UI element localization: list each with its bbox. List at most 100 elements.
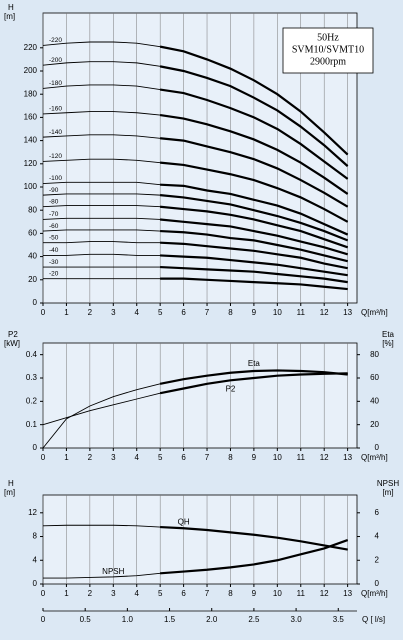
x-tick-label: 0: [41, 453, 46, 462]
y-axis-label: P2: [8, 330, 18, 339]
x-tick-label: 8: [228, 308, 233, 317]
x2-tick-label: 1.0: [122, 615, 134, 624]
series-label: -100: [49, 175, 62, 182]
curve-bold: [160, 205, 348, 249]
x2-tick-label: 0: [41, 615, 46, 624]
y-tick-label: 8: [33, 532, 38, 541]
x-axis-label: Q[m³/h]: [361, 589, 388, 598]
x-tick-label: 2: [88, 453, 93, 462]
x-tick-label: 7: [205, 589, 210, 598]
y-tick-label: 200: [24, 66, 38, 75]
y-tick-label: 140: [24, 136, 38, 145]
annotation: 50Hz: [317, 32, 339, 43]
y-tick-label: 60: [28, 229, 37, 238]
x2-tick-label: 2.0: [206, 615, 218, 624]
y2-tick-label: 60: [370, 373, 379, 382]
y2-tick-label: 0: [375, 443, 380, 452]
x-tick-label: 0: [41, 308, 46, 317]
x-tick-label: 3: [111, 453, 116, 462]
y2-tick-label: 0: [375, 579, 380, 588]
curve-bold: [160, 137, 349, 208]
x-tick-label: 5: [158, 453, 163, 462]
x2-tick-label: 2.5: [248, 615, 260, 624]
y-tick-label: 40: [28, 252, 37, 261]
annotation: SVM10/SVMT10: [292, 44, 364, 55]
y-tick-label: 0.3: [26, 373, 38, 382]
y-axis-label: [m]: [4, 12, 15, 21]
x-tick-label: 10: [273, 453, 282, 462]
y-axis-label: [m]: [4, 488, 15, 497]
y-axis-label: [kW]: [4, 339, 20, 348]
annotation: 2900rpm: [310, 56, 346, 67]
x-tick-label: 10: [273, 308, 282, 317]
y-tick-label: 0.1: [26, 420, 38, 429]
curve-bold: [159, 45, 349, 156]
x-axis-label: Q[m³/h]: [361, 308, 388, 317]
x-tick-label: 1: [64, 308, 69, 317]
x-tick-label: 9: [252, 308, 257, 317]
plot-area: [42, 494, 358, 585]
curve-bold: [160, 218, 348, 256]
x-tick-label: 12: [320, 453, 329, 462]
x-tick-label: 1: [64, 453, 69, 462]
y2-tick-label: 2: [375, 555, 380, 564]
series-label: -30: [49, 259, 59, 266]
y2-axis-label: [%]: [382, 339, 394, 348]
x-tick-label: 11: [297, 453, 306, 462]
x-axis-label: Q[m³/h]: [361, 453, 388, 462]
y-tick-label: 100: [24, 182, 38, 191]
x-tick-label: 13: [343, 453, 352, 462]
x2-axis-label: Q [ l/s]: [362, 615, 385, 624]
x-tick-label: 6: [181, 308, 186, 317]
curve-bold: [160, 194, 349, 242]
y-tick-label: 0: [33, 579, 38, 588]
series-label: -80: [49, 198, 59, 205]
y-tick-label: 180: [24, 89, 38, 98]
x-tick-label: 9: [252, 589, 257, 598]
series-label: -180: [49, 80, 62, 87]
x-tick-label: 6: [181, 589, 186, 598]
x-tick-label: 7: [205, 308, 210, 317]
y2-axis-label: NPSH: [377, 479, 399, 488]
curve-bold: [159, 372, 348, 395]
y-tick-label: 12: [28, 508, 37, 517]
series-label: -70: [49, 211, 59, 218]
x-tick-label: 3: [111, 589, 116, 598]
x-tick-label: 12: [320, 589, 329, 598]
curve-bold: [160, 525, 348, 551]
curve-bold: [160, 265, 348, 284]
y-axis-label: H: [8, 479, 14, 488]
series-label: QH: [178, 517, 190, 526]
x-tick-label: 1: [64, 589, 69, 598]
x-tick-label: 2: [88, 308, 93, 317]
curve-bold: [159, 369, 348, 385]
x2-tick-label: 3.5: [333, 615, 345, 624]
y-tick-label: 120: [24, 159, 38, 168]
series-label: -40: [49, 247, 59, 254]
y-axis-label: H: [8, 3, 14, 12]
x-tick-label: 4: [135, 453, 140, 462]
x-tick-label: 11: [297, 589, 306, 598]
curve-bold: [159, 65, 349, 167]
x-tick-label: 11: [297, 308, 306, 317]
x-tick-label: 6: [181, 453, 186, 462]
series-label: P2: [226, 384, 236, 393]
x-tick-label: 4: [135, 308, 140, 317]
x-tick-label: 8: [228, 453, 233, 462]
x2-tick-label: 1.5: [164, 615, 176, 624]
annotation-box: [282, 27, 374, 74]
x-tick-label: 9: [252, 453, 257, 462]
x-tick-label: 5: [158, 589, 163, 598]
y2-tick-label: 20: [370, 420, 379, 429]
x-tick-label: 3: [111, 308, 116, 317]
x-tick-label: 0: [41, 589, 46, 598]
y-tick-label: 80: [28, 205, 37, 214]
curve-bold: [160, 161, 349, 223]
y2-axis-label: Eta: [382, 330, 395, 339]
y-tick-label: 4: [33, 555, 38, 564]
x-tick-label: 4: [135, 589, 140, 598]
y2-tick-label: 40: [370, 396, 379, 405]
plot-area: [42, 342, 358, 449]
y2-axis-label: [m]: [382, 488, 393, 497]
